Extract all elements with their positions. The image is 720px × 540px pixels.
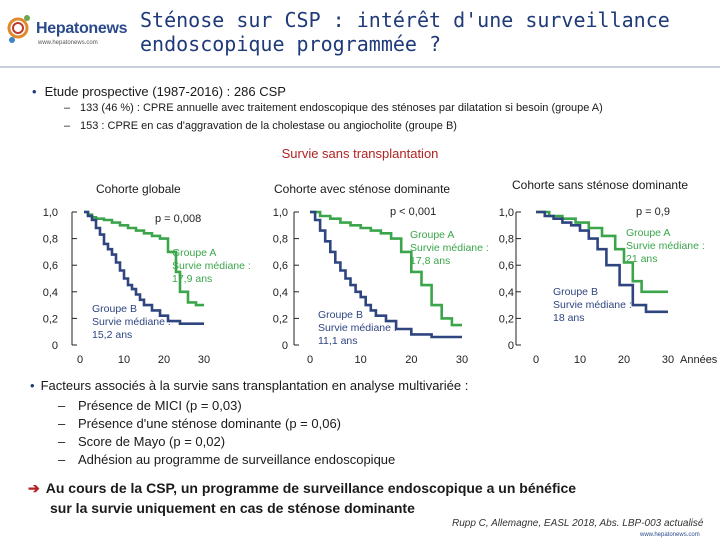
sub-bullet-group-b-text: 153 : CPRE en cas d'aggravation de la ch… — [80, 120, 457, 132]
hepatonews-logo: Hepatonews www.hepatonews.com — [6, 6, 134, 62]
bullet-dot-icon: • — [30, 378, 35, 393]
x-tick-label: 0 — [533, 354, 539, 366]
y-tick-label: 0,2 — [273, 313, 288, 325]
annotation-group-b: Groupe B — [553, 286, 598, 298]
logo-name: Hepatonews — [36, 20, 128, 37]
factor-item-text: Présence de MICI (p = 0,03) — [78, 398, 242, 413]
y-tick-label: 0,8 — [43, 234, 58, 246]
y-tick-label: 1,0 — [43, 207, 58, 219]
series-group-b-line — [536, 210, 668, 314]
y-tick-label: 1,0 — [273, 207, 288, 219]
conclusion-line-2: sur la survie uniquement en cas de sténo… — [50, 500, 415, 516]
y-tick-label: 1,0 — [499, 207, 514, 219]
y-tick-label: 0 — [282, 340, 288, 352]
footer-url: www.hepatonews.com — [640, 532, 700, 538]
chart-2-title: Cohorte avec sténose dominante — [274, 182, 451, 196]
x-tick-label: 10 — [574, 354, 586, 366]
logo-url: www.hepatonews.com — [38, 40, 98, 46]
x-tick-label: 10 — [355, 354, 367, 366]
logo-swirl-icon — [7, 15, 30, 43]
bullet-factors: • Facteurs associés à la survie sans tran… — [30, 378, 468, 393]
title-line-1: Sténose sur CSP : intérêt d'une surveill… — [140, 8, 670, 32]
y-tick-label: 0,2 — [499, 313, 514, 325]
y-tick-label: 0,2 — [43, 313, 58, 325]
series-group-a-line — [84, 210, 204, 307]
annotation-group-b: Survie médiane : — [318, 322, 397, 334]
x-tick-label: 30 — [456, 354, 468, 366]
bullet-dot-icon: • — [32, 84, 37, 99]
y-tick-label: 0,8 — [273, 234, 288, 246]
y-tick-label: 0,4 — [499, 287, 514, 299]
annotation-group-a: Groupe A — [626, 227, 670, 239]
sub-bullet-group-b: –153 : CPRE en cas d'aggravation de la c… — [64, 120, 457, 132]
y-tick-label: 0 — [508, 340, 514, 352]
annotation-group-a: Survie médiane : — [172, 260, 251, 272]
conclusion-line-1: Au cours de la CSP, un programme de surv… — [45, 480, 577, 496]
conclusion: ➔ Au cours de la CSP, un programme de sur… — [28, 478, 576, 518]
x-tick-label: 20 — [405, 354, 417, 366]
series-group-b-line — [310, 210, 462, 339]
arrow-right-icon: ➔ — [28, 480, 40, 496]
p-value: p < 0,001 — [390, 206, 436, 218]
factor-item-text: Présence d'une sténose dominante (p = 0,… — [78, 416, 342, 431]
x-tick-label: 20 — [618, 354, 630, 366]
bullet-study: • Etude prospective (1987-2016) : 286 CSP — [32, 84, 286, 99]
x-axis-unit: Années — [680, 354, 718, 366]
x-tick-label: 30 — [198, 354, 210, 366]
annotation-group-a: Survie médiane : — [626, 240, 705, 252]
annotation-group-b: Survie médiane : — [92, 316, 171, 328]
x-tick-label: 0 — [77, 354, 83, 366]
series-group-b-line — [84, 210, 204, 326]
factor-item-text: Score de Mayo (p = 0,02) — [78, 434, 226, 449]
annotation-group-a: Groupe A — [172, 247, 216, 259]
chart-1-title: Cohorte globale — [96, 182, 181, 196]
sub-bullet-group-a-text: 133 (46 %) : CPRE annuelle avec traiteme… — [80, 102, 603, 114]
bullet-study-text: Etude prospective (1987-2016) : 286 CSP — [44, 84, 286, 99]
annotation-group-a: Groupe A — [410, 229, 454, 241]
section-title: Survie sans transplantation — [281, 146, 439, 161]
survival-charts: 1,0 0,8 0,6 0,4 0,2 0 10 20 30 0 p = 0,008 Groupe A… — [43, 206, 718, 366]
series-group-a-line — [536, 210, 668, 294]
annotation-group-a: 21 ans — [626, 253, 658, 265]
y-tick-label: 0,6 — [43, 260, 58, 272]
annotation-group-b: 15,2 ans — [92, 329, 132, 341]
annotation-group-b: Groupe B — [92, 303, 137, 315]
factor-item-text: Adhésion au programme de surveillance en… — [78, 452, 396, 467]
annotation-group-b: Groupe B — [318, 309, 363, 321]
p-value: p = 0,9 — [636, 206, 670, 218]
x-tick-label: 20 — [158, 354, 170, 366]
series-group-a-line — [310, 210, 462, 327]
factor-item: – Adhésion au programme de surveillance e… — [58, 452, 396, 467]
y-tick-label: 0,6 — [273, 260, 288, 272]
y-tick-label: 0,4 — [43, 287, 58, 299]
page-title: Sténose sur CSP : intérêt d'une surveill… — [140, 8, 710, 56]
y-tick-label: 0,4 — [273, 287, 288, 299]
y-tick-label: 0,8 — [499, 234, 514, 246]
reference: Rupp C, Allemagne, EASL 2018, Abs. LBP-0… — [452, 518, 704, 529]
factor-item: – Présence d'une sténose dominante (p = 0… — [58, 416, 342, 431]
factor-item: – Présence de MICI (p = 0,03) — [58, 398, 242, 413]
y-tick-label: 0,6 — [499, 260, 514, 272]
annotation-group-a: 17,8 ans — [410, 255, 450, 267]
bullet-factors-text: Facteurs associés à la survie sans trans… — [40, 378, 469, 393]
annotation-group-a: Survie médiane : — [410, 242, 489, 254]
annotation-group-a: 17,9 ans — [172, 273, 212, 285]
header-divider — [0, 66, 720, 68]
sub-bullet-group-a: –133 (46 %) : CPRE annuelle avec traitem… — [64, 102, 603, 114]
x-tick-label: 30 — [662, 354, 674, 366]
chart-3-title: Cohorte sans sténose dominante — [512, 178, 689, 192]
annotation-group-b: 11,1 ans — [318, 335, 358, 347]
factor-item: – Score de Mayo (p = 0,02) — [58, 434, 226, 449]
annotation-group-b: 18 ans — [553, 312, 585, 324]
y-tick-label: 0 — [52, 340, 58, 352]
annotation-group-b: Survie médiane : — [553, 299, 632, 311]
p-value: p = 0,008 — [155, 213, 201, 225]
x-tick-label: 0 — [307, 354, 313, 366]
x-tick-label: 10 — [118, 354, 130, 366]
title-line-2: endoscopique programmée ? — [140, 32, 442, 56]
